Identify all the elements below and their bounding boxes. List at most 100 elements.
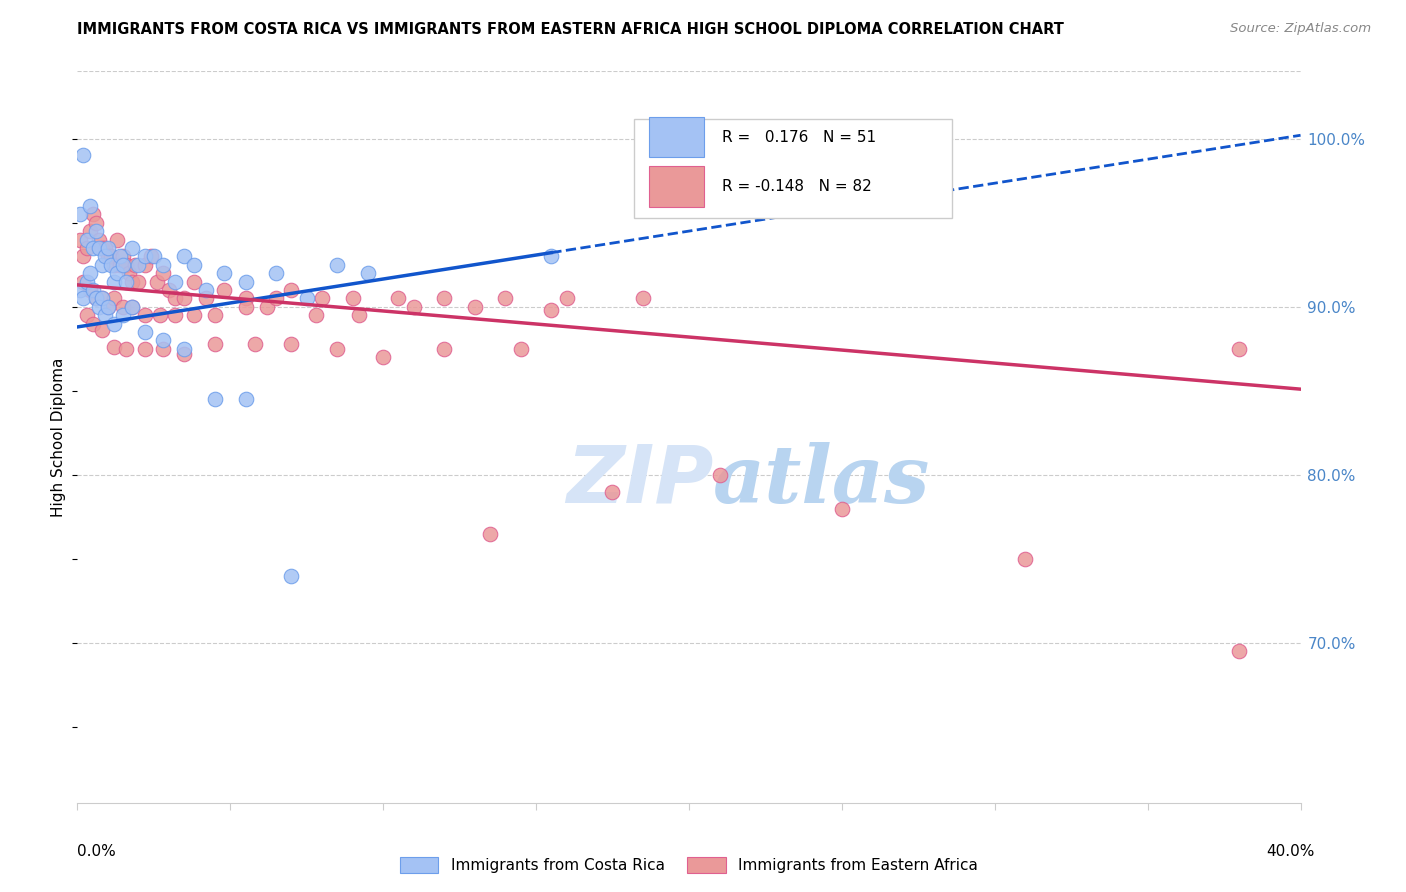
Point (1229, 644, 1251, 658)
Point (152, 266, 174, 280)
Point (76, 275, 98, 289)
Point (165, 275, 187, 289)
Point (94, 241, 117, 255)
Point (76, 308, 98, 322)
Point (103, 291, 125, 305)
Point (1229, 342, 1251, 356)
Point (134, 249, 156, 263)
Point (387, 291, 409, 305)
Point (194, 291, 217, 305)
Point (121, 275, 143, 289)
Point (82, 207, 104, 221)
Text: IMMIGRANTS FROM COSTA RICA VS IMMIGRANTS FROM EASTERN AFRICA HIGH SCHOOL DIPLOMA: IMMIGRANTS FROM COSTA RICA VS IMMIGRANTS… (77, 22, 1064, 37)
Point (311, 291, 333, 305)
Point (105, 233, 128, 247)
Point (280, 569, 302, 583)
Point (72, 148, 94, 162)
Point (212, 283, 235, 297)
Point (152, 258, 174, 272)
Point (264, 266, 287, 280)
Point (134, 325, 156, 339)
Point (128, 258, 150, 272)
Point (82, 241, 104, 255)
Text: R = -0.148   N = 82: R = -0.148 N = 82 (721, 179, 872, 194)
Point (79, 283, 101, 297)
Point (235, 291, 257, 305)
Point (87, 300, 110, 314)
Point (173, 291, 195, 305)
Point (94, 308, 117, 322)
Point (90, 291, 112, 305)
Text: 40.0%: 40.0% (1267, 845, 1315, 859)
Point (264, 291, 287, 305)
Point (105, 266, 128, 280)
Point (72, 275, 94, 289)
Point (165, 308, 187, 322)
Point (509, 342, 531, 356)
Point (103, 258, 125, 272)
Point (84, 291, 107, 305)
Point (82, 283, 104, 297)
Point (103, 275, 125, 289)
Point (243, 336, 266, 351)
Text: ZIP: ZIP (567, 442, 713, 520)
Point (1014, 552, 1036, 566)
Point (79, 224, 101, 238)
Point (100, 249, 122, 263)
Point (90, 291, 112, 305)
Point (84, 291, 107, 305)
Point (72, 291, 94, 305)
Point (69, 233, 91, 247)
Point (194, 283, 217, 297)
Point (94, 249, 117, 263)
FancyBboxPatch shape (648, 117, 703, 157)
Point (82, 317, 104, 331)
Point (342, 291, 364, 305)
Point (121, 300, 143, 314)
Point (709, 467, 731, 482)
Point (464, 300, 486, 314)
Point (479, 526, 502, 541)
Point (112, 300, 135, 314)
Point (433, 291, 456, 305)
Point (79, 266, 101, 280)
Point (76, 233, 98, 247)
Text: R =   0.176   N = 51: R = 0.176 N = 51 (721, 129, 876, 145)
Point (555, 291, 578, 305)
Point (602, 484, 624, 499)
Legend: Immigrants from Costa Rica, Immigrants from Eastern Africa: Immigrants from Costa Rica, Immigrants f… (394, 851, 984, 880)
Point (84, 216, 107, 230)
Text: Source: ZipAtlas.com: Source: ZipAtlas.com (1230, 22, 1371, 36)
Point (157, 283, 180, 297)
Point (108, 258, 131, 272)
Point (76, 241, 98, 255)
Point (235, 300, 257, 314)
FancyBboxPatch shape (648, 167, 703, 207)
Point (183, 275, 205, 289)
Point (371, 350, 394, 364)
Point (173, 342, 195, 356)
Point (72, 249, 94, 263)
Point (112, 249, 135, 263)
Point (97, 300, 120, 314)
Point (433, 342, 456, 356)
Point (165, 291, 187, 305)
Point (69, 283, 91, 297)
Point (152, 334, 174, 348)
Point (90, 323, 112, 337)
Point (97, 241, 120, 255)
FancyBboxPatch shape (634, 119, 952, 218)
Point (103, 317, 125, 331)
Point (256, 300, 278, 314)
Point (326, 258, 349, 272)
Point (183, 308, 205, 322)
Point (134, 342, 156, 356)
Point (347, 308, 370, 322)
Point (235, 275, 257, 289)
Point (121, 300, 143, 314)
Point (280, 336, 302, 351)
Point (112, 258, 135, 272)
Point (115, 342, 138, 356)
Point (173, 347, 195, 361)
Point (204, 392, 226, 407)
